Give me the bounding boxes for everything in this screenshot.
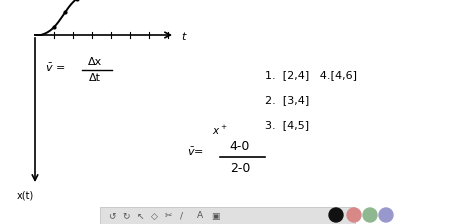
Bar [100,207,355,224]
Text: ◇: ◇ [151,211,157,220]
Text: x(t): x(t) [17,190,34,200]
Circle shape [347,208,361,222]
Text: ↺: ↺ [108,211,116,220]
Text: ↻: ↻ [122,211,130,220]
Text: 2-0: 2-0 [230,162,250,174]
Circle shape [379,208,393,222]
Text: ▣: ▣ [211,211,219,220]
Text: $\bar{v}$ =: $\bar{v}$ = [45,62,65,74]
Text: $\bar{v}$=: $\bar{v}$= [187,146,203,158]
Text: Δx: Δx [88,57,102,67]
Text: $x^+$: $x^+$ [212,123,228,137]
Text: 4-0: 4-0 [230,140,250,153]
Text: 1.  [2,4]   4.[4,6]: 1. [2,4] 4.[4,6] [265,70,357,80]
Text: Δt: Δt [89,73,101,83]
Text: 2.  [3,4]: 2. [3,4] [265,95,309,105]
Text: /: / [181,211,183,220]
Circle shape [363,208,377,222]
Text: A: A [197,211,203,220]
Circle shape [329,208,343,222]
Text: ↖: ↖ [136,211,144,220]
Text: ✂: ✂ [164,211,172,220]
Text: 3.  [4,5]: 3. [4,5] [265,120,309,130]
Text: t: t [181,32,185,42]
